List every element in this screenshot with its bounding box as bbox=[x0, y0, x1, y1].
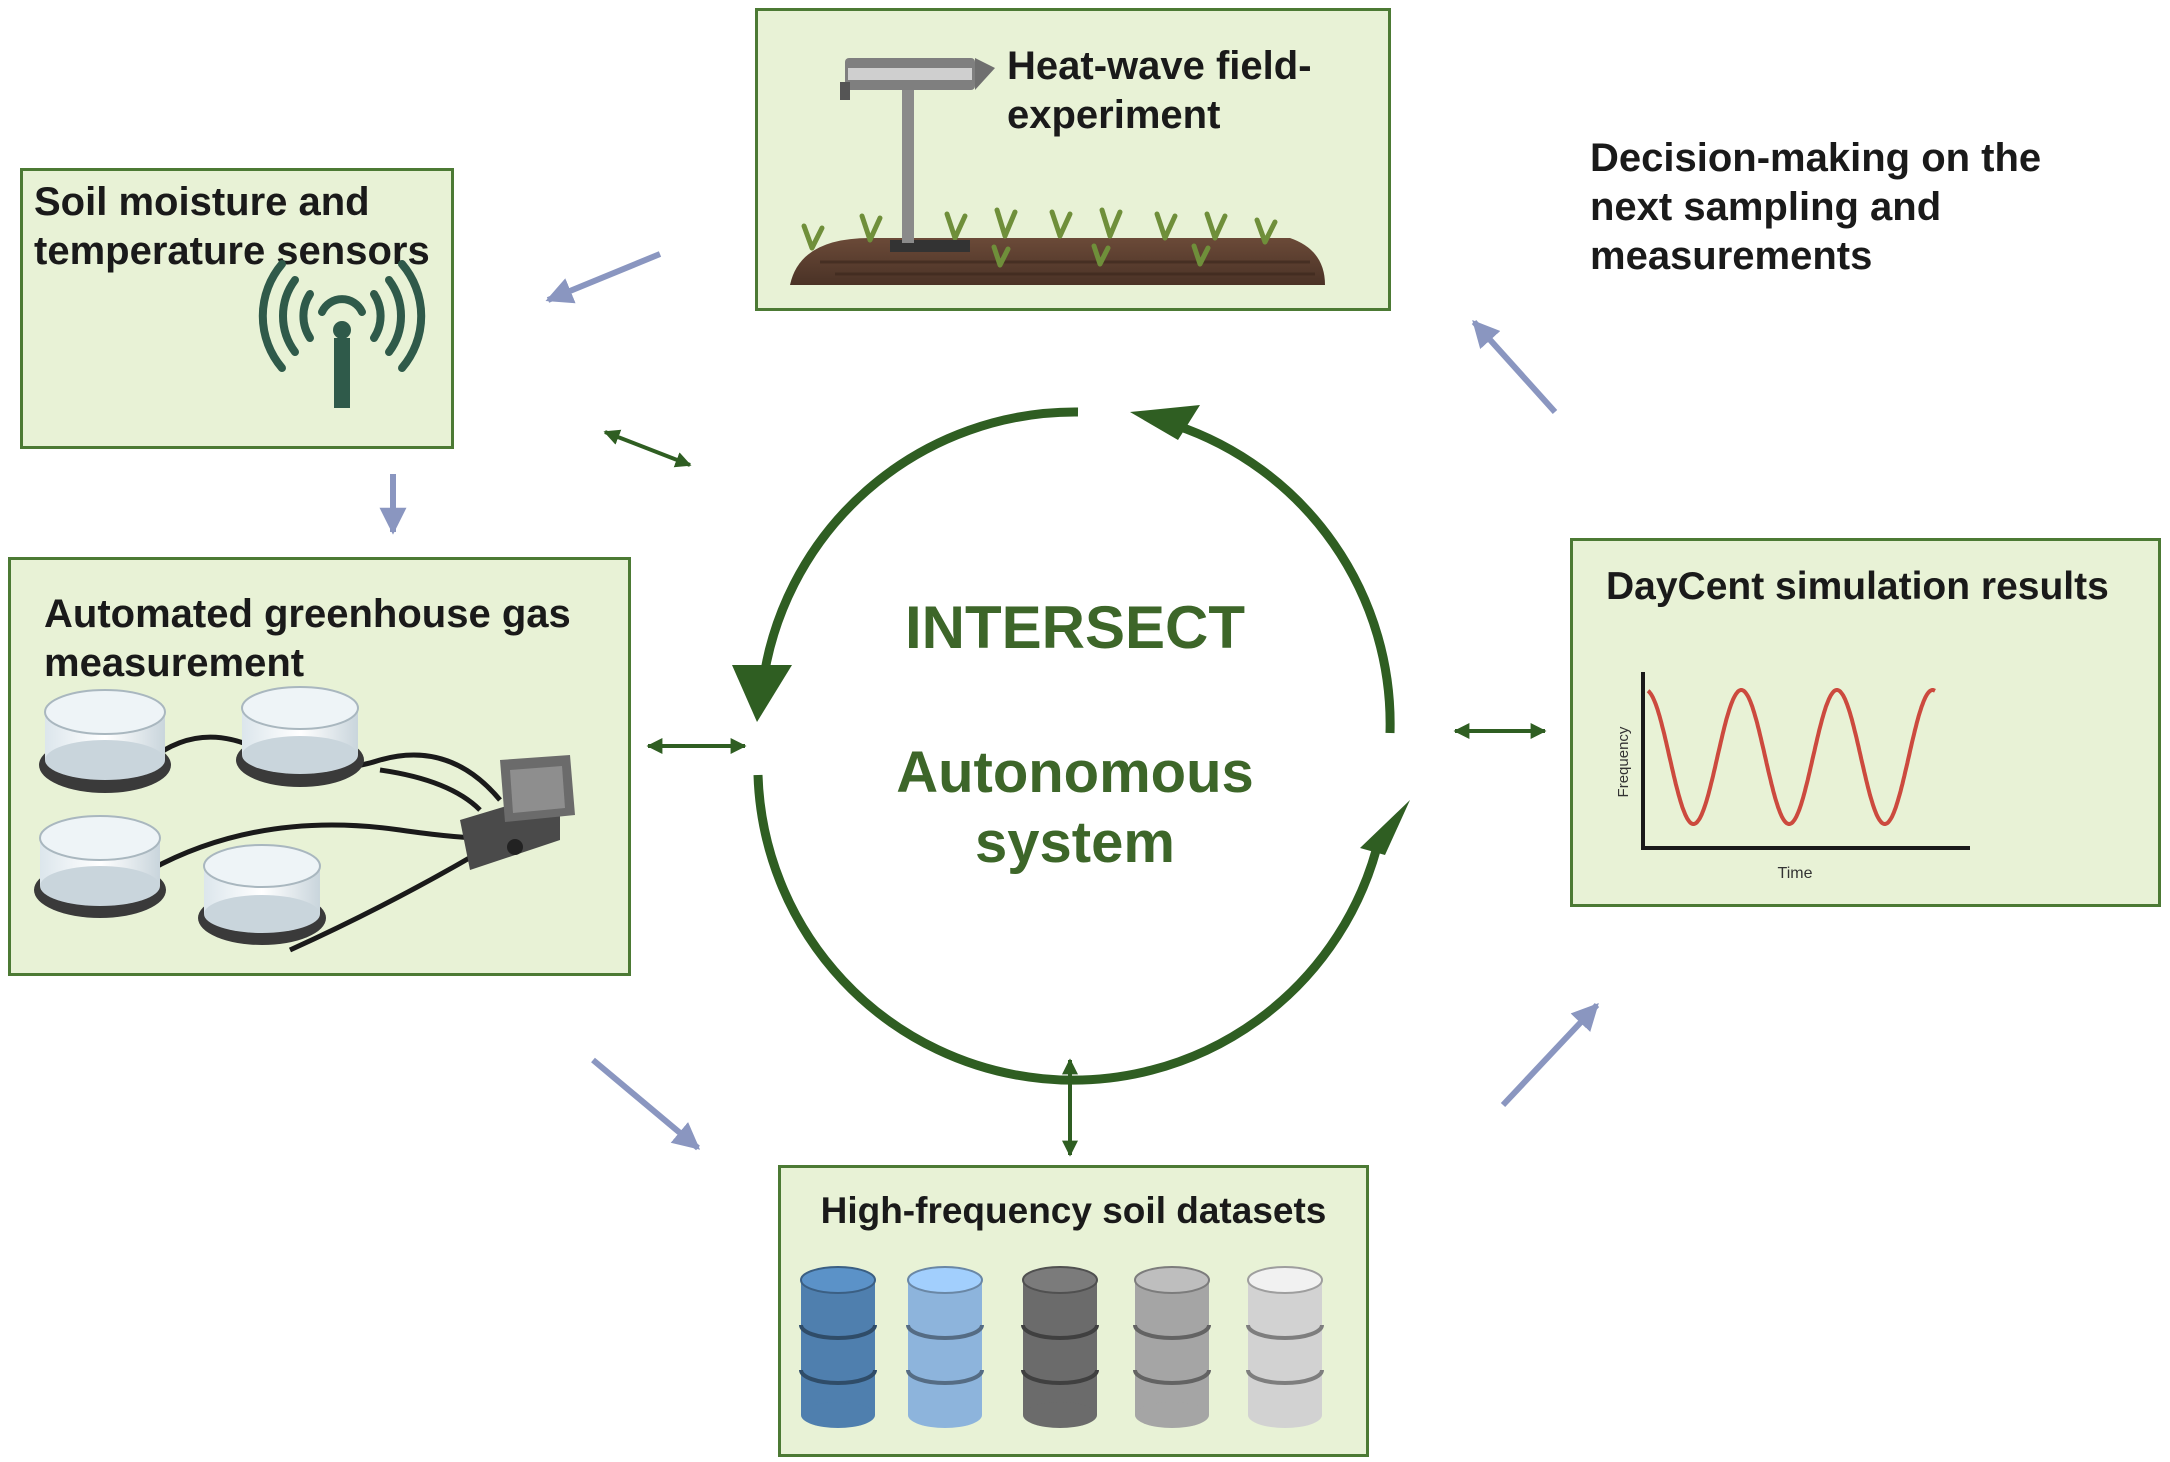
database-cylinder bbox=[1133, 1266, 1211, 1428]
flow-greenhouse-to-datasets bbox=[591, 1057, 701, 1151]
database-cylinder bbox=[906, 1266, 984, 1428]
cycle-arc-bottom bbox=[753, 774, 1385, 1085]
greenhouse-title: Automated greenhouse gas measurement bbox=[44, 592, 571, 685]
analyzer-case bbox=[460, 755, 575, 870]
database-cylinder bbox=[1021, 1266, 1099, 1428]
sensors-title: Soil moisture and temperature sensors bbox=[34, 180, 430, 273]
autonomous-system-label: Autonomous system bbox=[896, 740, 1254, 875]
flow-datasets-to-daycent bbox=[1500, 1002, 1600, 1108]
decision-text: Decision-making on the next sampling and… bbox=[1590, 136, 2042, 278]
intersect-title: INTERSECT bbox=[904, 594, 1246, 661]
wireless-sensor-icon bbox=[258, 260, 426, 408]
chamber-2 bbox=[236, 686, 364, 787]
chamber-4 bbox=[198, 844, 326, 945]
plot-xlabel: Time bbox=[1778, 865, 1813, 882]
link-sensors-center bbox=[603, 429, 692, 468]
database-cylinder bbox=[1246, 1266, 1324, 1428]
cycle-arc-left bbox=[757, 407, 1079, 691]
cycle-arrowhead-right bbox=[1360, 800, 1410, 855]
datasets-title: High-frequency soil datasets bbox=[820, 1190, 1327, 1231]
plot-ylabel: Frequency bbox=[1615, 726, 1632, 797]
daycent-title: DayCent simulation results bbox=[1606, 565, 2109, 608]
flow-heatwave-to-sensors bbox=[545, 251, 662, 304]
sine-plot-icon: Time Frequency bbox=[1615, 672, 1970, 882]
chamber-3 bbox=[34, 815, 166, 918]
plot-sine-curve bbox=[1646, 688, 1936, 826]
heatwave-title: Heat-wave field-experiment bbox=[1007, 44, 1312, 137]
daycent-node bbox=[1570, 538, 2161, 907]
flow-daycent-to-decision bbox=[1471, 319, 1558, 415]
cycle-ring bbox=[732, 405, 1410, 1085]
chamber-1 bbox=[39, 689, 171, 793]
database-cylinder bbox=[799, 1266, 877, 1428]
gas-chamber-icon bbox=[34, 686, 575, 953]
database-icon bbox=[799, 1266, 1324, 1428]
heat-lamp-field-icon bbox=[790, 58, 1325, 285]
cycle-arrowhead-left bbox=[732, 665, 792, 722]
cycle-arc-right bbox=[1173, 420, 1395, 734]
cycle-arrowhead-top bbox=[1130, 405, 1200, 440]
